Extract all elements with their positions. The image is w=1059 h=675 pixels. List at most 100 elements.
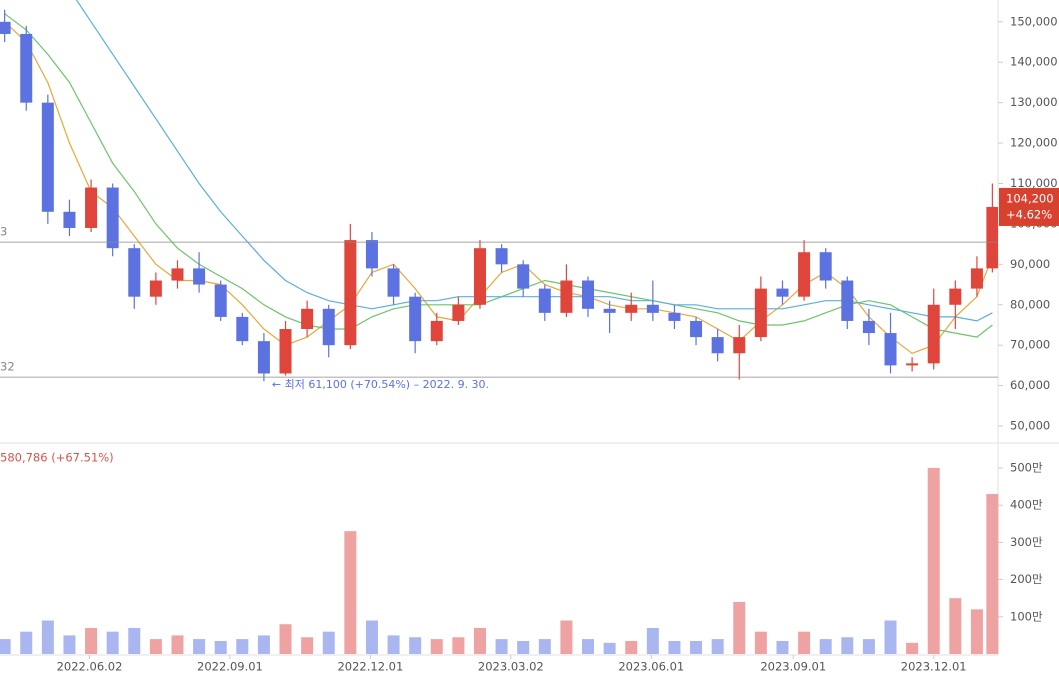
volume-bar	[236, 639, 249, 654]
volume-bar	[819, 639, 832, 654]
y-tick-label: 80,000	[1010, 297, 1050, 311]
candle-body	[884, 333, 897, 366]
y-tick-label: 120,000	[1010, 136, 1058, 150]
volume-bar	[85, 627, 98, 654]
volume-bar	[128, 627, 141, 654]
volume-bar	[733, 601, 746, 654]
volume-bar	[387, 635, 400, 654]
candle-body	[495, 248, 508, 265]
volume-bar	[949, 598, 962, 654]
candle-body	[927, 304, 940, 364]
candle-body	[279, 329, 292, 374]
volume-bar	[970, 609, 983, 654]
candle-body	[949, 288, 962, 305]
candle-body	[41, 102, 54, 212]
candle-body	[668, 312, 681, 321]
volume-bar	[668, 640, 681, 654]
volume-bar	[301, 637, 314, 654]
candle-body	[85, 187, 98, 228]
x-tick-label: 2022.09.01	[197, 660, 263, 674]
price-pane	[0, 0, 998, 382]
volume-bar	[862, 639, 875, 654]
candle-body	[430, 320, 443, 342]
candle-body	[986, 206, 998, 269]
volume-bar	[193, 639, 206, 654]
y-tick-label: 50,000	[1010, 419, 1050, 433]
volume-bar	[452, 637, 465, 654]
volume-bar	[365, 620, 378, 654]
candle-body	[560, 280, 573, 313]
candle-body	[149, 280, 162, 297]
candle-body	[517, 264, 530, 289]
candle-body	[236, 316, 249, 342]
volume-tick-label: 500만	[1010, 460, 1043, 474]
candle-body	[582, 280, 595, 309]
candle-body	[754, 288, 767, 338]
volume-bar	[495, 639, 508, 654]
volume-bar	[646, 627, 659, 654]
candle-body	[711, 337, 724, 354]
volume-bar	[279, 624, 292, 654]
y-tick-label: 60,000	[1010, 378, 1050, 392]
volume-bar	[776, 640, 789, 654]
y-tick-label: 110,000	[1010, 176, 1058, 190]
volume-bar	[517, 640, 530, 654]
candle-body	[906, 363, 919, 366]
candle-body	[301, 308, 314, 330]
volume-bar	[20, 631, 33, 654]
candle-body	[257, 341, 270, 374]
candle-body	[733, 337, 746, 354]
volume-bar	[473, 627, 486, 654]
volume-bar	[560, 620, 573, 654]
candle-body	[841, 280, 854, 321]
last-price: 104,200	[1006, 191, 1054, 205]
x-tick-label: 2023.12.01	[901, 660, 967, 674]
volume-bar	[149, 639, 162, 654]
x-tick-label: 2022.12.01	[337, 660, 403, 674]
y-tick-label: 70,000	[1010, 338, 1050, 352]
volume-bar	[711, 639, 724, 654]
candle-body	[538, 288, 551, 313]
volume-bar	[0, 639, 11, 654]
candle-body	[20, 33, 33, 103]
candle-body	[365, 240, 378, 269]
volume-tick-label: 300만	[1010, 535, 1043, 549]
volume-bar	[41, 620, 54, 654]
x-tick-label: 2023.09.01	[760, 660, 826, 674]
candle-body	[193, 268, 206, 285]
volume-bar	[906, 642, 919, 654]
candle-body	[798, 252, 811, 297]
volume-tick-label: 400만	[1010, 498, 1043, 512]
volume-bar	[582, 639, 595, 654]
x-tick-label: 2022.06.02	[57, 660, 123, 674]
last-change: +4.62%	[1006, 207, 1052, 221]
y-tick-label: 140,000	[1010, 55, 1058, 69]
last-price-box	[999, 187, 1059, 226]
candle-body	[862, 320, 875, 334]
candle-body	[0, 21, 11, 34]
candle-body	[452, 304, 465, 321]
candle-body	[322, 308, 335, 346]
volume-bar	[841, 637, 854, 654]
y-tick-label: 130,000	[1010, 95, 1058, 109]
volume-bar	[430, 639, 443, 654]
volume-bar	[625, 640, 638, 654]
volume-bar	[884, 620, 897, 654]
candle-body	[819, 252, 832, 281]
candle-body	[690, 320, 703, 338]
candle-body	[344, 240, 357, 346]
candle-body	[106, 187, 119, 249]
horizontal-line-label: 32	[0, 360, 15, 374]
candle-body	[776, 288, 789, 297]
volume-bar	[603, 642, 616, 654]
volume-label: 580,786 (+67.51%)	[0, 451, 114, 465]
candle-body	[63, 211, 76, 228]
volume-bar	[798, 631, 811, 654]
volume-bar	[690, 640, 703, 654]
volume-tick-label: 100만	[1010, 609, 1043, 623]
x-tick-label: 2023.06.01	[618, 660, 684, 674]
x-tick-label: 2023.03.02	[478, 660, 544, 674]
volume-bar	[986, 493, 999, 654]
volume-bar	[322, 631, 335, 654]
